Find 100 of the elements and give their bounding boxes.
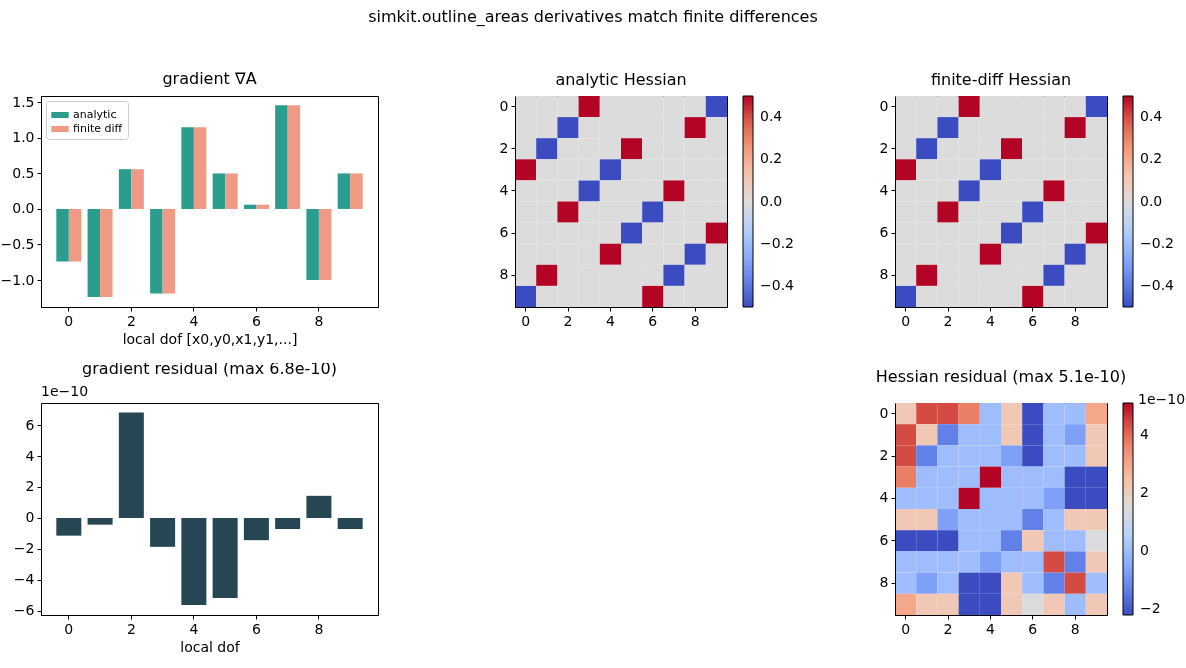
x-tick-label: 2 bbox=[943, 620, 953, 637]
y-tick-label: 4 bbox=[879, 181, 889, 198]
x-tick-label: 6 bbox=[1028, 312, 1038, 329]
bar bbox=[118, 412, 144, 518]
y-tick-label: 4 bbox=[499, 181, 509, 198]
bar bbox=[212, 517, 238, 598]
x-tick-label: 4 bbox=[985, 620, 995, 637]
y-tick-label: 0 bbox=[499, 97, 509, 114]
bar bbox=[193, 127, 207, 209]
x-tick-label: 4 bbox=[189, 312, 199, 329]
y-tick-label: 0 bbox=[25, 509, 35, 526]
x-tick-label: 6 bbox=[251, 620, 261, 637]
y-tick-label: 6 bbox=[499, 224, 509, 241]
y-tick-label: 2 bbox=[879, 447, 889, 463]
y-tick-label: 0.0 bbox=[12, 200, 35, 217]
y-tick-label: 0 bbox=[879, 404, 889, 421]
y-tick-label: 4 bbox=[879, 489, 889, 506]
bar bbox=[68, 208, 82, 262]
bar bbox=[225, 173, 238, 209]
x-tick-label: 0 bbox=[901, 312, 911, 329]
color-bar-label: 2 bbox=[1140, 484, 1149, 501]
y-tick-label: 8 bbox=[499, 266, 509, 283]
y-tick-label: 6 bbox=[879, 224, 889, 241]
bar bbox=[306, 495, 332, 518]
x-tick-label: 6 bbox=[1028, 620, 1038, 637]
bar bbox=[337, 173, 351, 209]
y-tick-label: 2 bbox=[879, 139, 889, 156]
color-bar-label: −0.4 bbox=[760, 276, 795, 293]
bar bbox=[150, 517, 176, 547]
x-axis-title: local dof bbox=[180, 638, 241, 655]
x-tick-label: 4 bbox=[189, 620, 199, 637]
y-tick-label: −4 bbox=[13, 571, 35, 588]
color-bar-label: −0.4 bbox=[1140, 276, 1175, 293]
bar bbox=[56, 208, 69, 262]
y-tick-label: 2 bbox=[499, 139, 509, 156]
bar bbox=[87, 208, 101, 298]
y-tick-label: 8 bbox=[879, 266, 889, 283]
chart-title: Hessian residual (max 5.1e-10) bbox=[875, 367, 1127, 386]
y-tick-label: −0.5 bbox=[0, 235, 35, 252]
bar bbox=[100, 208, 113, 298]
x-tick-label: 2 bbox=[126, 312, 136, 329]
bar bbox=[318, 208, 332, 280]
x-tick-label: 0 bbox=[901, 620, 911, 637]
color-bar-label: 0.4 bbox=[760, 108, 783, 125]
text: simkit.outline_areas derivatives match finite differences bbox=[367, 7, 819, 27]
x-tick-label: 4 bbox=[985, 312, 995, 329]
y-tick-label: 0.5 bbox=[12, 164, 35, 181]
x-tick-label: 8 bbox=[314, 620, 324, 637]
bar bbox=[150, 208, 163, 294]
bar bbox=[131, 169, 144, 209]
bar bbox=[118, 169, 132, 209]
bar bbox=[275, 517, 301, 529]
bar bbox=[87, 517, 113, 525]
color-bar-label: 0.0 bbox=[1140, 192, 1163, 209]
bar bbox=[337, 517, 363, 529]
y-tick-label: 6 bbox=[25, 416, 35, 433]
color-bar-label: 0 bbox=[1140, 542, 1149, 559]
legend-label: finite diff bbox=[73, 122, 123, 135]
x-tick-label: 8 bbox=[690, 312, 700, 329]
y-tick-label: −6 bbox=[13, 602, 35, 619]
color-bar-label: 0.2 bbox=[760, 150, 783, 167]
bar bbox=[181, 127, 194, 209]
color-bar-label: 0.2 bbox=[1140, 150, 1163, 167]
x-tick-label: 8 bbox=[1070, 312, 1080, 329]
chart-title: gradient ∇A bbox=[162, 69, 257, 89]
chart-title: analytic Hessian bbox=[555, 70, 687, 89]
chart-title: finite-diff Hessian bbox=[930, 70, 1072, 89]
y-tick-label: −1.0 bbox=[0, 271, 35, 288]
x-tick-label: 6 bbox=[251, 312, 261, 329]
y-tick-label: 4 bbox=[25, 447, 35, 464]
bar bbox=[56, 517, 82, 536]
bar bbox=[243, 204, 257, 209]
x-tick-label: 6 bbox=[648, 312, 658, 329]
x-tick-label: 0 bbox=[521, 312, 531, 329]
x-tick-label: 2 bbox=[563, 312, 573, 329]
text: 1e−10 bbox=[41, 383, 89, 399]
text: 1e−10 bbox=[1138, 391, 1186, 407]
bar bbox=[306, 208, 319, 280]
y-tick-label: 1.5 bbox=[12, 93, 35, 110]
color-bar-label: 0.0 bbox=[760, 192, 783, 209]
bar bbox=[350, 173, 363, 209]
x-tick-label: 2 bbox=[943, 312, 953, 329]
bar bbox=[212, 173, 226, 209]
x-axis-title: local dof [x0,y0,x1,y1,...] bbox=[122, 330, 298, 347]
color-bar-label: −0.2 bbox=[1140, 234, 1174, 251]
y-tick-label: 1.0 bbox=[12, 129, 35, 146]
y-tick-label: 6 bbox=[879, 531, 889, 548]
x-tick-label: 0 bbox=[64, 620, 74, 637]
bar bbox=[181, 517, 207, 606]
y-tick-label: 2 bbox=[25, 478, 35, 495]
color-bar-label: −2 bbox=[1140, 600, 1161, 617]
y-tick-label: 8 bbox=[879, 574, 889, 591]
color-bar-label: 4 bbox=[1140, 425, 1149, 442]
bar bbox=[256, 204, 269, 209]
x-tick-label: 8 bbox=[1070, 620, 1080, 637]
x-tick-label: 0 bbox=[64, 312, 74, 329]
bar bbox=[243, 517, 269, 541]
color-bar-label: 0.4 bbox=[1140, 108, 1163, 125]
y-tick-label: 0 bbox=[879, 97, 889, 114]
bar bbox=[287, 105, 301, 209]
